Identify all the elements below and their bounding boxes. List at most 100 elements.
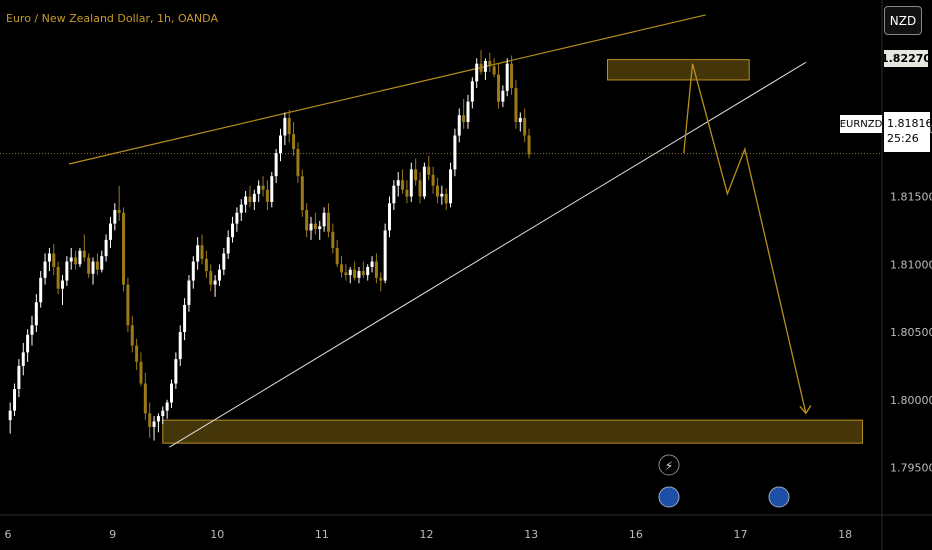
candle-body: [235, 212, 239, 224]
candle-body: [17, 365, 21, 389]
candle-body: [388, 203, 391, 231]
candle-body: [213, 280, 217, 285]
candle-body: [313, 223, 317, 230]
symbol-tag: EURNZD: [840, 115, 882, 133]
demand-zone: [162, 419, 864, 444]
candle-body: [187, 280, 191, 305]
candle-body: [401, 180, 405, 190]
candle-body: [405, 189, 409, 197]
candle-body: [309, 223, 313, 231]
candle-body: [261, 185, 265, 190]
candle-body: [74, 257, 78, 265]
candle-body: [409, 169, 413, 197]
x-tick-label: 9: [109, 528, 116, 541]
candle-body: [43, 261, 47, 278]
candle-body: [91, 261, 95, 274]
candle-body: [318, 226, 322, 230]
candle-body: [104, 239, 108, 257]
candle-body: [95, 261, 99, 270]
x-tick-label: 11: [315, 528, 329, 541]
candle-body: [117, 210, 121, 213]
candle-body: [52, 253, 56, 267]
current-price-label: 1.81816: [887, 117, 932, 130]
candle-body: [82, 250, 86, 258]
candle-body: [483, 60, 487, 72]
candle-body: [462, 115, 466, 122]
candle-body: [87, 257, 91, 274]
candle-body: [340, 264, 344, 273]
candle-body: [222, 253, 226, 270]
x-tick-label: 17: [733, 528, 747, 541]
candle-body: [322, 212, 326, 227]
candle-body: [353, 269, 357, 278]
candle-body: [279, 135, 282, 154]
candle-body: [200, 245, 204, 259]
candle-body: [152, 421, 156, 427]
y-tick-label: 1.81500: [890, 191, 932, 204]
candle-body: [231, 223, 235, 238]
candle-body: [518, 117, 522, 122]
candle-body: [257, 185, 261, 194]
candle-body: [488, 60, 492, 67]
ascending-trendline: [169, 61, 807, 448]
candle-body: [217, 269, 221, 281]
candle-body: [444, 193, 448, 204]
candle-body: [226, 237, 230, 254]
candle-body: [361, 271, 365, 276]
candle-body: [209, 271, 213, 285]
candle-body: [418, 180, 422, 197]
candle-body: [383, 230, 387, 281]
candle-body: [165, 402, 169, 411]
candle-body: [170, 383, 173, 403]
candle-body: [47, 253, 51, 262]
bolt-glyph: ⚡: [665, 459, 673, 473]
candle-body: [126, 284, 130, 326]
candle-body: [427, 166, 431, 175]
candle-body: [527, 135, 531, 155]
candle-body: [13, 388, 17, 411]
candle-body: [34, 302, 38, 326]
chart-title: Euro / New Zealand Dollar, 1h, OANDA: [6, 12, 218, 25]
candle-body: [523, 117, 527, 136]
candle-body: [292, 134, 296, 150]
flash-icon: [658, 454, 680, 476]
candle-body: [239, 204, 243, 213]
candle-body: [497, 74, 500, 102]
candle-body: [287, 117, 291, 135]
x-tick-label: 10: [210, 528, 224, 541]
candle-body: [122, 212, 126, 285]
candle-body: [466, 101, 470, 122]
countdown-label: 25:26: [887, 132, 919, 145]
candle-body: [130, 325, 134, 346]
candle-body: [357, 271, 361, 278]
candle-body: [143, 383, 147, 414]
candle-body: [414, 169, 418, 181]
candle-body: [305, 210, 309, 231]
candle-body: [191, 261, 195, 281]
candle-body: [178, 332, 182, 360]
x-tick-label: 13: [524, 528, 538, 541]
candle-body: [374, 261, 378, 278]
candle-body: [475, 63, 479, 82]
eu-event-icon: [658, 486, 680, 508]
candle-body: [270, 176, 274, 202]
candle-body: [492, 66, 496, 75]
candle-body: [514, 88, 518, 122]
candle-body: [156, 416, 160, 422]
projection-path: [683, 63, 807, 414]
candle-body: [348, 269, 352, 276]
currency-button[interactable]: NZD: [884, 6, 922, 35]
candle-body: [113, 210, 117, 224]
upper-trendline: [68, 14, 706, 165]
candle-body: [248, 196, 252, 202]
candle-body: [108, 223, 112, 240]
eu-event-icon: [768, 486, 790, 508]
candle-body: [300, 176, 304, 211]
candle-body: [196, 245, 200, 262]
candle-body: [296, 149, 300, 177]
candle-body: [431, 174, 435, 186]
candle-body: [78, 250, 82, 265]
candle-body: [274, 153, 278, 177]
candle-body: [174, 359, 178, 384]
